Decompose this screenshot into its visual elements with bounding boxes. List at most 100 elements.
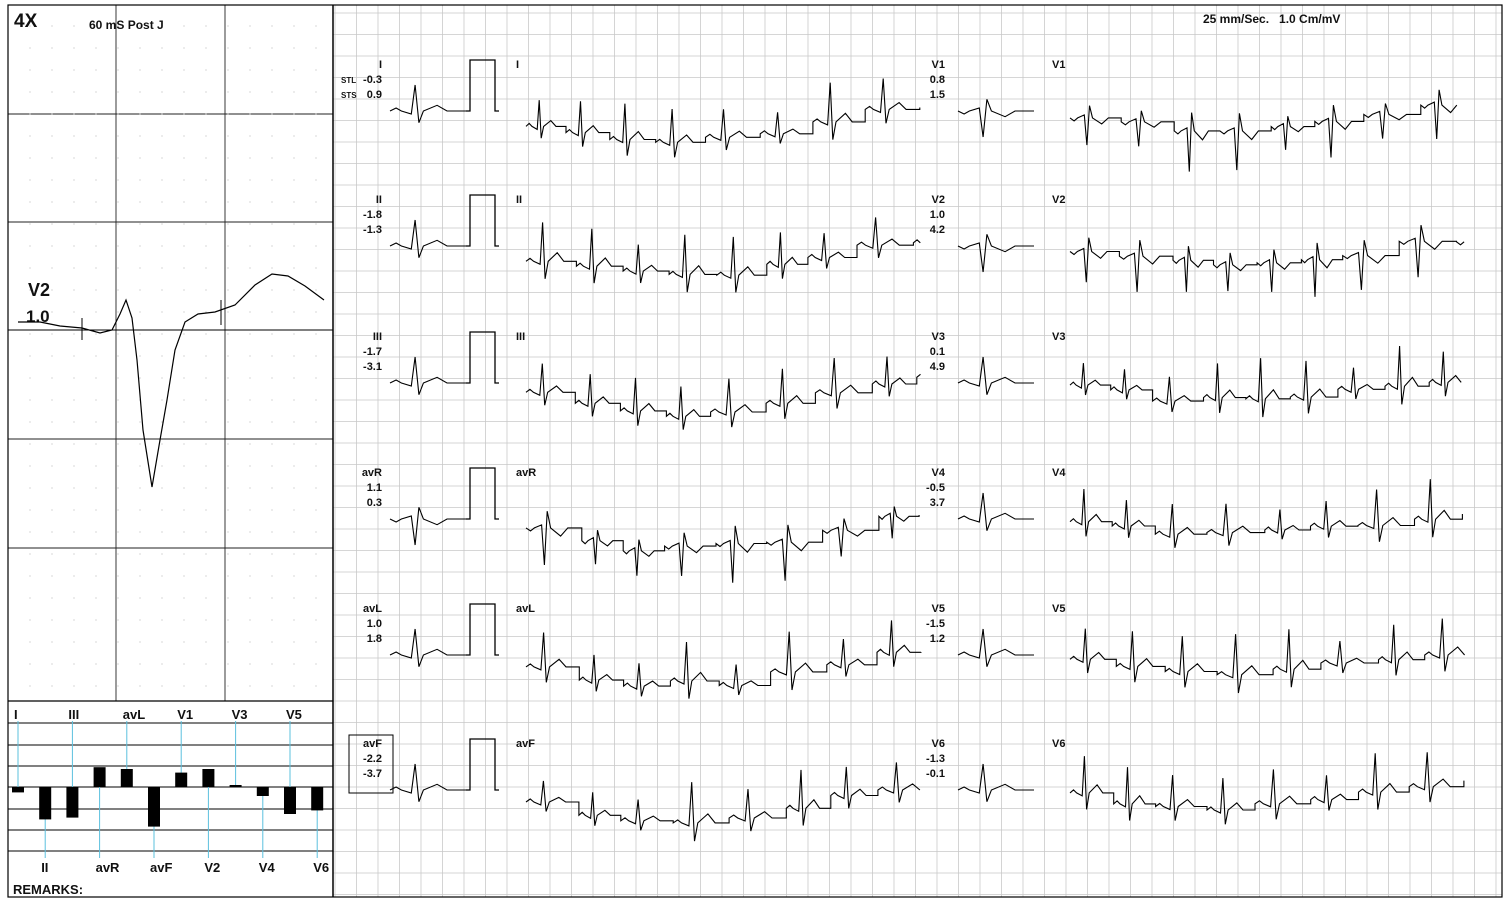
median-complex-iii [389, 356, 466, 395]
histogram-bar-v4 [256, 787, 269, 796]
histogram-bar-ii [39, 787, 52, 820]
lead-row-v3: V3 0.1 4.9 V3 [930, 331, 1462, 418]
zoom-complex-trace [18, 273, 325, 488]
histogram-label-avr: avR [96, 860, 120, 875]
rhythm-trace-avf [525, 762, 921, 842]
histogram-label-iii: III [68, 707, 79, 722]
lead-row-v4: V4 -0.5 3.7 V4 [926, 467, 1463, 548]
rhythm-trace-avr [525, 506, 920, 583]
median-complex-v4 [957, 492, 1034, 531]
calibration-pulse [466, 331, 499, 384]
rhythm-lead-label: avF [516, 738, 535, 750]
lead-row-avl: avL 1.0 1.8 avL [363, 603, 922, 699]
histogram-label-v3: V3 [232, 707, 248, 722]
median-complex-i [389, 84, 466, 123]
lead-stl-value: 1.0 [367, 618, 382, 630]
zoom-panel-grid [8, 5, 333, 701]
lead-row-v2: V2 1.0 4.2 V2 [930, 194, 1465, 297]
rhythm-trace-ii [525, 217, 921, 293]
rhythm-lead-label: V4 [1052, 467, 1066, 479]
rhythm-trace-iii [525, 356, 921, 430]
lead-sts-value: 0.3 [367, 497, 382, 509]
calibration-pulse [466, 59, 499, 112]
histogram-label-avf: avF [150, 860, 172, 875]
lead-row-ii: II -1.8 -1.3 II [363, 194, 921, 293]
lead-sts-value: 1.5 [930, 89, 945, 101]
zoom-lead-label: V2 [28, 280, 50, 300]
lead-name: V1 [932, 59, 945, 71]
lead-row-v6: V6 -1.3 -0.1 V6 [926, 738, 1465, 825]
avf-label-box [348, 734, 394, 794]
lead-sts-value: 1.2 [930, 633, 945, 645]
sts-prefix: STS [341, 91, 357, 100]
lead-name: V3 [932, 331, 945, 343]
rhythm-lead-label: V5 [1052, 603, 1065, 615]
lead-sts-value: 4.2 [930, 224, 945, 236]
rhythm-lead-label: II [516, 194, 522, 206]
histogram-bar-avr [93, 767, 106, 787]
lead-sts-value: 1.8 [367, 633, 382, 645]
median-complex-avr [389, 507, 466, 546]
histogram-label-i: I [14, 707, 18, 722]
lead-stl-value: -2.2 [363, 753, 382, 765]
stl-prefix: STL [341, 76, 356, 85]
calibration-pulse [466, 603, 499, 656]
rhythm-lead-label: V3 [1052, 331, 1065, 343]
speed-gain-label: 25 mm/Sec. 1.0 Cm/mV [1203, 12, 1340, 26]
rhythm-trace-i [525, 78, 921, 158]
rhythm-lead-label: V1 [1052, 59, 1065, 71]
lead-rows: I-0.30.9STLSTSIII-1.8-1.3IIIII-1.7-3.1II… [341, 59, 1466, 842]
median-complex-v5 [957, 628, 1034, 667]
rhythm-lead-label: avL [516, 603, 535, 615]
lead-sts-value: 0.9 [367, 89, 382, 101]
median-complex-avl [389, 628, 466, 667]
main-grid [333, 5, 1502, 897]
lead-sts-value: -3.1 [363, 361, 382, 373]
lead-sts-value: 4.9 [930, 361, 945, 373]
rhythm-lead-label: III [516, 331, 525, 343]
lead-row-v5: V5 -1.5 1.2 V5 [926, 603, 1466, 694]
median-complex-ii [389, 219, 466, 258]
rhythm-lead-label: V2 [1052, 194, 1065, 206]
median-complex-v1 [957, 99, 1034, 138]
histogram-bar-v5 [284, 787, 296, 814]
lead-name: avR [362, 467, 382, 479]
zoom-panel: V2 1.0 [8, 273, 333, 488]
lead-row-i: I -0.3 0.9 STL STS I [341, 59, 921, 158]
lead-row-avf: avF -2.2 -3.7 avF [363, 738, 921, 842]
histogram-label-v4: V4 [259, 860, 276, 875]
histogram-label-v5: V5 [286, 707, 302, 722]
lead-stl-value: -0.5 [926, 482, 945, 494]
measure-point-label: 60 mS Post J [89, 18, 164, 32]
lead-row-iii: III -1.7 -3.1 III [363, 331, 921, 430]
histogram-label-avl: avL [123, 707, 145, 722]
histogram-label-ii: II [41, 860, 48, 875]
lead-sts-value: -3.7 [363, 768, 382, 780]
rhythm-trace-v1 [1069, 89, 1458, 172]
histogram-label-v2: V2 [204, 860, 220, 875]
rhythm-trace-v3 [1069, 345, 1462, 418]
lead-stl-value: -1.5 [926, 618, 945, 630]
rhythm-lead-label: I [516, 59, 519, 71]
median-complex-v6 [957, 763, 1034, 802]
histogram-label-v1: V1 [177, 707, 193, 722]
magnification-label: 4X [14, 11, 38, 32]
rhythm-lead-label: V6 [1052, 738, 1065, 750]
lead-name: V4 [932, 467, 946, 479]
lead-sts-value: 3.7 [930, 497, 945, 509]
histogram-label-v6: V6 [313, 860, 329, 875]
remarks-label: REMARKS: [13, 882, 83, 897]
lead-stl-value: -1.8 [363, 209, 382, 221]
lead-stl-value: 1.1 [367, 482, 382, 494]
lead-stl-value: 1.0 [930, 209, 945, 221]
median-complex-v3 [957, 356, 1034, 395]
lead-name: avL [363, 603, 382, 615]
calibration-pulse [466, 738, 499, 791]
histogram-bar-v1 [175, 772, 188, 787]
histogram-bar-iii [66, 787, 79, 818]
lead-name: II [376, 194, 382, 206]
rhythm-trace-v2 [1069, 224, 1465, 297]
histogram-bar-v2 [202, 769, 215, 787]
